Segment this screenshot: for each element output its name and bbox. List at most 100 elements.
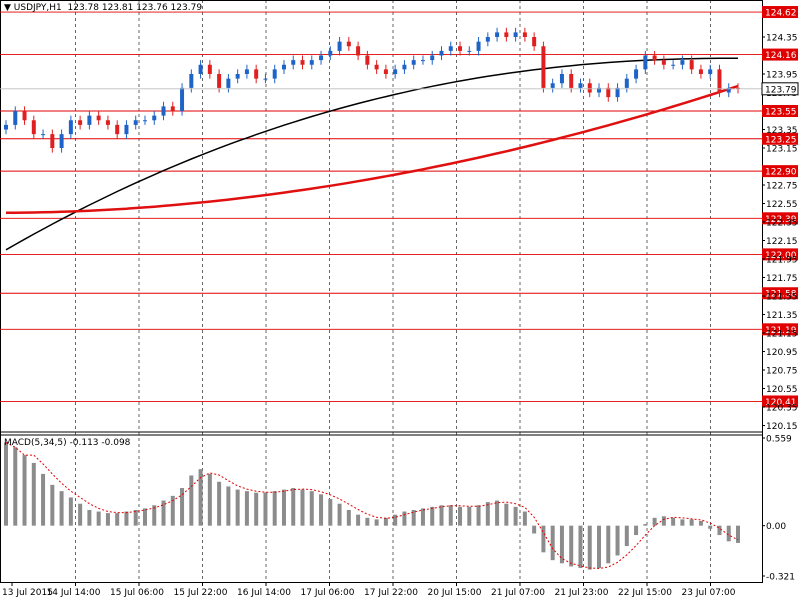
level-price-tag <box>762 48 798 61</box>
macd-bar <box>78 503 83 526</box>
price-tick-label: 123.15 <box>766 145 798 155</box>
candle-body <box>458 46 463 51</box>
candle-body <box>170 106 175 112</box>
candle-body <box>736 87 740 89</box>
candle-body <box>328 50 333 56</box>
level-price-tag <box>762 395 798 408</box>
time-label: 23 Jul 07:00 <box>682 588 736 598</box>
macd-bar <box>420 508 425 526</box>
candle-body <box>356 46 361 56</box>
candle-body <box>430 55 435 61</box>
macd-bar <box>31 462 36 526</box>
macd-bar <box>346 509 351 526</box>
macd-bar <box>59 491 64 526</box>
macd-bar <box>736 525 740 543</box>
candle-body <box>578 83 583 88</box>
candle-body <box>374 64 379 70</box>
macd-bar <box>217 481 222 526</box>
candle-body <box>244 69 249 75</box>
macd-bar <box>624 525 629 547</box>
candle-body <box>522 32 527 38</box>
macd-bar <box>365 517 370 526</box>
candle-body <box>133 120 138 125</box>
macd-header: MACD(5,34,5) -0.113 -0.098 <box>4 438 130 448</box>
macd-bar <box>643 524 648 526</box>
candle-body <box>550 83 555 88</box>
candle-body <box>411 60 416 65</box>
candle-body <box>189 74 194 88</box>
level-price-tag <box>762 105 798 118</box>
macd-bar <box>717 525 722 536</box>
candle-body <box>281 64 286 70</box>
candle-body <box>402 64 407 70</box>
macd-bar <box>485 502 490 526</box>
time-label: 17 Jul 06:00 <box>301 588 355 598</box>
macd-tick-label: 0.00 <box>766 522 786 532</box>
macd-bar <box>448 505 453 526</box>
macd-bar <box>513 506 518 526</box>
candle-body <box>161 106 166 116</box>
candle-body <box>4 124 8 130</box>
macd-bar <box>402 511 407 526</box>
level-price-label: 120.41 <box>765 398 797 408</box>
macd-bar <box>189 475 194 526</box>
candle-body <box>96 115 101 121</box>
candle-body <box>263 78 268 80</box>
macd-bar <box>504 503 509 526</box>
macd-bar <box>328 499 333 526</box>
macd-bar <box>87 509 92 526</box>
candle-body <box>226 78 231 88</box>
candle-body <box>439 50 444 56</box>
candle-body <box>597 87 602 93</box>
candle-body <box>495 32 500 38</box>
macd-bar <box>96 511 101 526</box>
macd-bar <box>652 517 657 526</box>
macd-bar <box>532 525 537 534</box>
time-label: 21 Jul 07:00 <box>491 588 545 598</box>
candle-body <box>569 74 574 88</box>
macd-bar <box>597 525 602 569</box>
plot-frame <box>0 0 763 583</box>
candle-body <box>365 55 370 65</box>
dropdown-triangle-icon[interactable]: ▼ <box>4 3 11 13</box>
level-price-label: 122.90 <box>765 168 797 178</box>
candle-body <box>254 69 259 79</box>
macd-bar <box>430 506 435 526</box>
macd-bar <box>22 455 27 526</box>
ma-slow-line <box>5 84 739 215</box>
price-tick-label: 123.35 <box>766 126 798 136</box>
level-price-label: 121.19 <box>765 326 797 336</box>
level-price-label: 122.39 <box>765 215 797 225</box>
level-price-tag <box>762 323 798 336</box>
macd-bar <box>476 505 481 526</box>
macd-bar <box>393 514 398 526</box>
macd-bar <box>606 525 611 564</box>
price-tick-label: 121.55 <box>766 293 798 303</box>
macd-bar <box>698 520 703 526</box>
ohlc-readout: 123.78 123.81 123.76 123.79 <box>67 3 203 13</box>
macd-bar <box>13 447 18 526</box>
macd-bar <box>319 494 324 526</box>
candle-body <box>680 60 685 65</box>
macd-bar <box>458 506 463 526</box>
macd-bar <box>578 525 583 569</box>
macd-bar <box>541 525 546 553</box>
macd-tick-label: -0.321 <box>766 573 795 583</box>
level-price-tag <box>762 287 798 300</box>
macd-bar <box>680 519 685 526</box>
macd-bar <box>559 525 564 564</box>
candle-body <box>698 69 703 75</box>
candle-body <box>59 134 64 149</box>
candle-body <box>689 60 694 70</box>
macd-bar <box>142 508 147 526</box>
time-label: 17 Jul 22:00 <box>364 588 418 598</box>
candle-body <box>22 111 27 121</box>
price-tick-label: 120.55 <box>766 385 798 395</box>
candle-body <box>726 87 731 93</box>
candle-body <box>467 50 472 52</box>
level-price-label: 124.16 <box>765 51 797 61</box>
candle-body <box>319 55 324 61</box>
macd-bar <box>263 492 268 526</box>
level-price-label: 123.55 <box>765 108 797 118</box>
